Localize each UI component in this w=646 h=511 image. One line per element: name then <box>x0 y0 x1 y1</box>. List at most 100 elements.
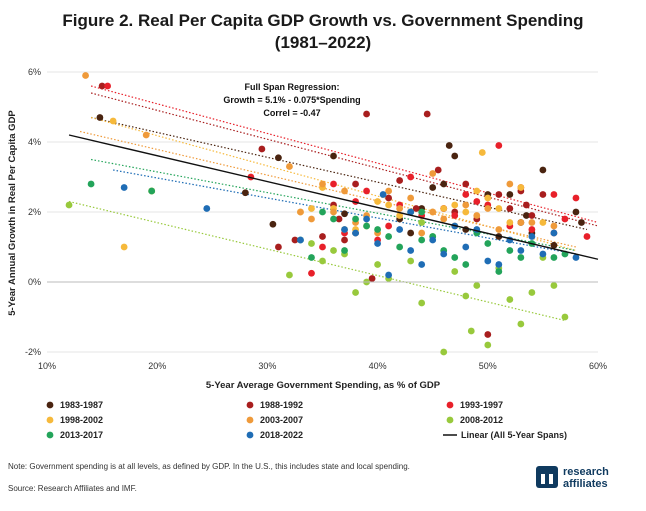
data-point <box>550 229 558 237</box>
research-affiliates-logo-icon <box>536 466 558 488</box>
data-point <box>330 215 337 223</box>
data-point <box>407 208 415 216</box>
data-point <box>379 191 387 198</box>
data-point <box>539 219 547 226</box>
data-point <box>385 233 393 240</box>
research-affiliates-logo: research affiliates <box>536 463 636 495</box>
data-point <box>319 257 326 265</box>
data-point <box>396 226 404 233</box>
x-tick-label: 50% <box>479 361 497 371</box>
data-point <box>578 219 585 226</box>
data-point <box>352 229 359 237</box>
data-point <box>385 201 393 209</box>
data-point <box>385 271 393 279</box>
legend-marker <box>46 416 54 424</box>
data-point <box>429 184 437 191</box>
y-tick-label: 4% <box>28 137 41 147</box>
data-point <box>522 212 530 219</box>
data-point <box>550 282 558 289</box>
data-point <box>374 198 381 205</box>
regression-annotation: Full Span Regression: Growth = 5.1% - 0.… <box>223 82 360 118</box>
data-point <box>335 215 343 223</box>
data-point <box>517 219 525 226</box>
data-point <box>396 205 404 212</box>
data-point <box>572 194 580 202</box>
data-point <box>517 184 525 191</box>
data-point <box>352 180 359 188</box>
data-point <box>407 257 415 265</box>
logo-word-affiliates: affiliates <box>563 478 608 490</box>
regression-line <box>68 134 599 260</box>
data-point <box>462 261 470 268</box>
data-point <box>495 261 503 268</box>
legend-label: 1993-1997 <box>460 400 503 410</box>
data-point <box>363 110 370 118</box>
legend-marker <box>46 401 54 409</box>
data-point <box>142 131 150 139</box>
legend-item: 2003-2007 <box>246 415 303 425</box>
data-point <box>550 191 558 198</box>
data-point <box>319 180 326 188</box>
data-point <box>506 191 514 198</box>
y-axis-label: 5-Year Annual Growth in Real Per Capita … <box>7 110 18 316</box>
data-point <box>385 187 393 195</box>
data-point <box>330 247 337 254</box>
source-note: Source: Research Affiliates and IMF. <box>8 484 137 493</box>
data-point <box>539 191 547 198</box>
data-point <box>451 152 459 160</box>
data-point <box>484 194 492 202</box>
data-point <box>418 236 426 244</box>
data-point <box>561 313 569 321</box>
data-point <box>96 114 104 121</box>
data-point <box>98 82 106 90</box>
data-point <box>297 208 304 216</box>
data-point <box>418 208 426 216</box>
data-point <box>396 212 404 219</box>
data-point <box>429 170 437 177</box>
x-axis-label: 5-Year Average Government Spending, as %… <box>206 380 441 391</box>
trendline <box>68 200 566 322</box>
data-point <box>434 166 442 174</box>
data-point <box>368 275 376 282</box>
data-point <box>352 289 359 296</box>
logo-word-research: research <box>563 466 609 478</box>
data-point <box>407 173 415 181</box>
data-point <box>104 82 112 90</box>
legend-item: 2008-2012 <box>446 415 503 425</box>
chart-title: Figure 2. Real Per Capita GDP Growth vs.… <box>62 11 584 30</box>
data-point <box>517 254 525 261</box>
data-point <box>120 243 128 251</box>
data-point <box>363 215 370 223</box>
data-point <box>385 194 393 202</box>
legend: 1983-1987 1988-1992 1993-1997 1998-2002 2003… <box>46 400 567 440</box>
data-point <box>407 194 415 202</box>
legend-label: 2003-2007 <box>260 415 303 425</box>
data-point <box>473 212 481 219</box>
legend-item: 1983-1987 <box>46 400 103 410</box>
data-point <box>203 205 211 212</box>
data-point <box>495 226 503 233</box>
data-point <box>473 198 481 205</box>
data-point <box>528 289 536 296</box>
data-point <box>495 142 503 149</box>
data-point <box>341 210 348 218</box>
data-point <box>440 205 448 212</box>
legend-label: 1988-1992 <box>260 400 303 410</box>
data-point <box>473 187 481 195</box>
data-point <box>528 226 536 233</box>
annotation-line3: Correl = -0.47 <box>263 108 320 118</box>
data-point <box>418 219 426 226</box>
data-point <box>484 205 492 212</box>
data-point <box>484 257 492 265</box>
data-point <box>418 229 426 237</box>
data-point <box>484 331 492 338</box>
data-point <box>291 236 299 244</box>
data-point <box>550 222 558 230</box>
data-point <box>241 189 249 197</box>
data-point <box>451 201 459 209</box>
data-point <box>341 226 348 233</box>
trendline <box>79 130 577 248</box>
data-point <box>440 215 448 223</box>
legend-marker <box>246 431 254 439</box>
legend-item: 1988-1992 <box>246 400 303 410</box>
